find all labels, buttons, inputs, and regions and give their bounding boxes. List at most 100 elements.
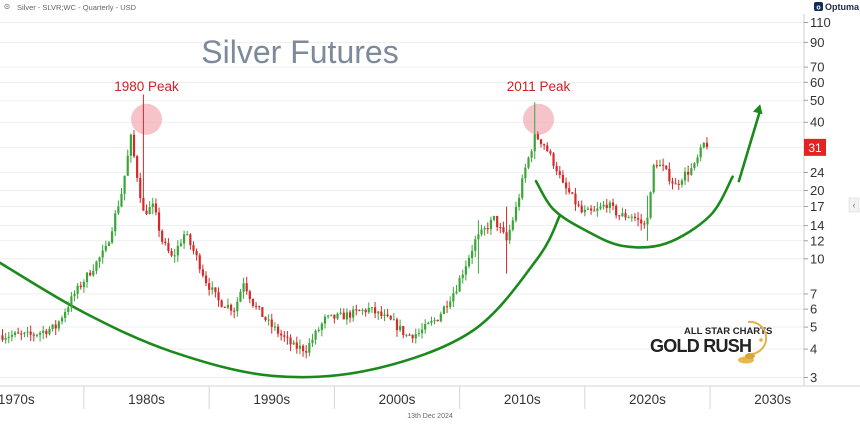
candle-body: [139, 177, 142, 198]
price-label-7: 7: [810, 286, 817, 301]
candle: [496, 215, 499, 232]
candle: [267, 314, 270, 326]
candle: [107, 240, 111, 247]
candle: [64, 308, 67, 323]
candle-body: [38, 332, 42, 335]
candle: [442, 305, 446, 315]
curve-1: [534, 175, 734, 249]
candle: [255, 302, 258, 310]
candle: [467, 254, 471, 269]
candle-body: [195, 250, 198, 256]
projection-arrow-shaft: [737, 108, 762, 183]
candle-body: [67, 307, 70, 313]
time-label-1980s: 1980s: [128, 392, 165, 407]
candle-body: [693, 163, 696, 169]
candle-body: [204, 275, 208, 284]
settings-icon[interactable]: [4, 3, 10, 10]
candle: [577, 200, 580, 208]
candle: [336, 312, 339, 321]
candle-body: [301, 345, 305, 352]
candle: [373, 301, 377, 319]
price-label-90: 90: [810, 35, 824, 50]
candle: [57, 320, 60, 332]
candle: [549, 149, 552, 156]
candle-body: [474, 239, 477, 251]
candle-body: [699, 147, 702, 158]
candle: [154, 198, 158, 216]
candle: [79, 281, 82, 290]
candle-body: [79, 285, 82, 288]
candle-body: [442, 306, 446, 314]
candle: [517, 193, 521, 211]
candle-body: [64, 312, 67, 318]
candle: [380, 306, 383, 319]
candle-body: [214, 287, 217, 293]
candle-body: [611, 202, 615, 206]
candle-body: [339, 312, 342, 314]
candle: [602, 200, 605, 210]
candle-body: [552, 153, 555, 166]
candle: [461, 269, 464, 284]
price-label-4: 4: [810, 342, 817, 357]
collapse-panel-button[interactable]: ‹: [848, 197, 860, 213]
price-label-10: 10: [810, 251, 824, 266]
candle-body: [70, 296, 73, 308]
candle-body: [496, 215, 499, 228]
candle: [280, 329, 283, 341]
price-label-24: 24: [810, 165, 824, 180]
candle: [104, 240, 107, 253]
candle: [358, 309, 361, 312]
candle-body: [289, 337, 292, 345]
candle: [192, 241, 195, 255]
candle: [411, 334, 414, 343]
candle: [327, 314, 330, 319]
optuma-logo-icon: [814, 2, 823, 11]
candle: [636, 212, 640, 227]
footer-date: 13th Dec 2024: [407, 413, 453, 420]
candle-body: [511, 220, 514, 230]
candle-body: [549, 151, 552, 154]
candle: [126, 149, 129, 176]
current-price-badge: 31: [804, 138, 826, 156]
candle: [458, 275, 461, 292]
candle: [511, 217, 514, 232]
candle: [4, 333, 7, 344]
candle: [270, 313, 273, 334]
candle: [189, 233, 192, 250]
candle: [157, 207, 161, 238]
candle-body: [92, 270, 95, 276]
candle-body: [389, 316, 392, 320]
candle-body: [367, 307, 370, 313]
candle-body: [358, 310, 361, 312]
candle-body: [414, 334, 417, 339]
candle: [67, 301, 70, 316]
time-label-2000s: 2000s: [379, 392, 416, 407]
candle: [208, 277, 211, 296]
candle: [204, 271, 208, 287]
candle: [408, 333, 411, 336]
candle-body: [596, 208, 599, 211]
candle: [618, 215, 621, 221]
candle-body: [129, 134, 132, 156]
candle-body: [630, 216, 633, 218]
candle-body: [295, 342, 298, 349]
candle-body: [439, 313, 442, 322]
candle-body: [333, 314, 336, 319]
peak-label-0: 1980 Peak: [114, 79, 179, 94]
peak-marker-1: [523, 103, 555, 135]
price-label-17: 17: [810, 199, 824, 214]
candle: [42, 325, 45, 340]
candle: [455, 284, 458, 295]
candle: [320, 322, 323, 337]
candle: [273, 322, 276, 331]
candle: [295, 336, 298, 354]
candle-body: [633, 216, 637, 219]
candle-body: [662, 164, 665, 166]
candle: [151, 197, 154, 215]
candle: [646, 195, 649, 241]
candle-body: [655, 165, 658, 167]
candle-body: [73, 293, 76, 297]
candle-body: [283, 335, 286, 337]
candle: [680, 178, 683, 188]
candle: [45, 328, 48, 339]
